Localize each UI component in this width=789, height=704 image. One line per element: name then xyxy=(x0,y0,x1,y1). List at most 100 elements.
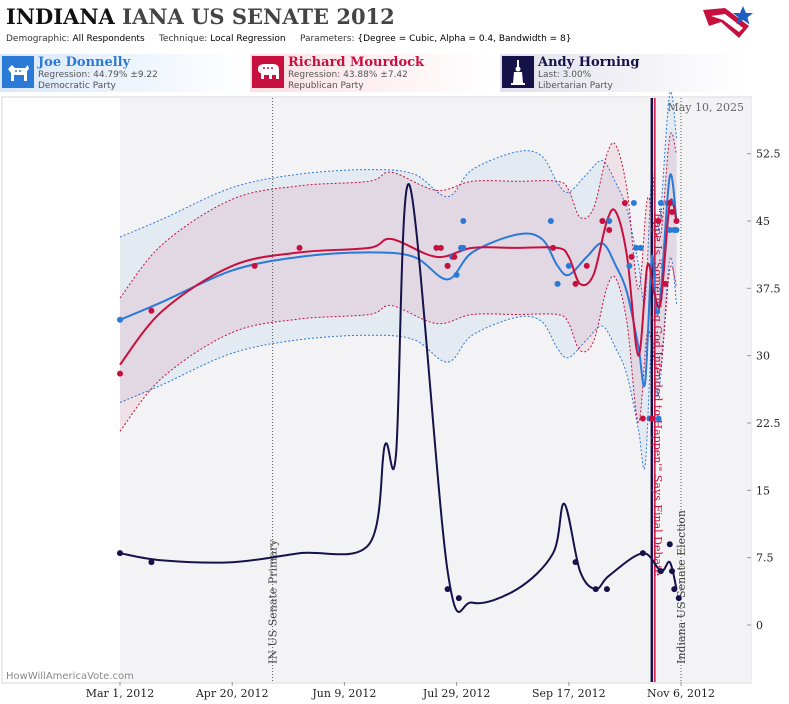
technique-value: Local Regression xyxy=(210,34,286,44)
candidate-legend: Joe Donnelly Regression: 44.79% ±9.22 De… xyxy=(0,54,789,94)
poll-point xyxy=(666,541,673,548)
confidence-bound-upper xyxy=(119,132,677,299)
event-label: Indiana US Senate Election xyxy=(675,510,688,664)
poll-point xyxy=(592,586,599,593)
poll-point xyxy=(603,586,610,593)
x-tick-label: Nov 6, 2012 xyxy=(647,687,715,700)
poll-point xyxy=(455,595,462,602)
poll-point xyxy=(437,244,444,251)
y-tick-label: 52.5 xyxy=(756,148,781,161)
poll-point xyxy=(606,218,613,224)
event-label: IN US Senate Primary xyxy=(267,539,280,664)
poll-point xyxy=(444,262,451,269)
candidate-card-donnelly: Joe Donnelly Regression: 44.79% ±9.22 De… xyxy=(0,54,246,92)
poll-point xyxy=(599,218,606,224)
parameters-value: {Degree = Cubic, Alpha = 0.4, Bandwidth … xyxy=(357,34,572,44)
poll-point xyxy=(626,262,633,269)
poll-point xyxy=(666,200,673,207)
confidence-bound-upper xyxy=(119,90,677,304)
poll-point xyxy=(444,586,451,593)
x-tick-label: Apr 20, 2012 xyxy=(195,687,269,700)
poll-point xyxy=(251,262,258,269)
candidate-card-mourdock: Richard Mourdock Regression: 43.88% ±7.4… xyxy=(250,54,496,92)
chart-title: INDIANA IANA US SENATE 2012 xyxy=(6,4,395,29)
poll-point xyxy=(648,415,655,422)
poll-point xyxy=(117,370,123,377)
poll-point xyxy=(583,262,590,269)
poll-point xyxy=(565,262,572,269)
y-tick-label: 37.5 xyxy=(756,282,781,295)
poll-point xyxy=(554,280,561,287)
confidence-bands xyxy=(119,90,677,470)
poll-point xyxy=(550,244,557,251)
y-tick-label: 22.5 xyxy=(756,417,781,430)
x-tick-label: Sep 17, 2012 xyxy=(532,687,606,700)
poll-point xyxy=(655,415,662,422)
poll-point xyxy=(657,200,664,207)
poll-point xyxy=(633,244,640,251)
poll-point xyxy=(296,244,303,251)
y-tick-label: 30 xyxy=(756,350,770,363)
trend-lines xyxy=(119,173,678,613)
poll-point xyxy=(621,200,628,207)
demographic-value: All Respondents xyxy=(72,34,145,44)
poll-point xyxy=(453,271,460,278)
parameters-label: Parameters: xyxy=(299,34,355,44)
candidate-card-horning: Andy Horning Last: 3.00% Libertarian Par… xyxy=(500,54,746,92)
x-tick-label: Jul 29, 2012 xyxy=(422,687,491,700)
x-axis: Mar 1, 2012 Apr 20, 2012 Jun 9, 2012 Jul 29… xyxy=(86,682,715,700)
title-year: 2012 xyxy=(336,4,395,29)
candidate-name: Richard Mourdock xyxy=(288,55,425,70)
poll-point xyxy=(547,218,554,224)
poll-point xyxy=(460,218,467,224)
donkey-icon xyxy=(2,56,34,88)
y-axis: 52.5 45 37.5 30 22.5 15 7.5 0 xyxy=(747,148,781,632)
poll-point xyxy=(606,226,613,233)
poll-point xyxy=(639,550,646,557)
date-stamp: May 10, 2025 xyxy=(667,101,744,114)
poll-point xyxy=(669,568,676,575)
poll-points xyxy=(117,200,682,602)
technique-label: Technique: xyxy=(158,34,208,44)
poll-point xyxy=(451,253,458,260)
poll-point xyxy=(460,244,467,251)
candidate-name: Joe Donnelly xyxy=(38,55,131,70)
y-tick-label: 45 xyxy=(756,215,770,228)
confidence-bound-lower xyxy=(119,256,677,470)
confidence-band xyxy=(120,91,677,469)
y-tick-label: 0 xyxy=(756,619,763,632)
confidence-band xyxy=(120,132,677,432)
trend-line xyxy=(119,198,678,366)
poll-point xyxy=(669,209,676,216)
poll-point xyxy=(433,244,440,251)
poll-point xyxy=(148,559,155,566)
site-logo-icon xyxy=(703,6,753,38)
demographic-label: Demographic: xyxy=(6,34,70,44)
poll-point xyxy=(675,595,682,602)
campaign-shaded-region xyxy=(120,98,751,682)
poll-point xyxy=(673,226,680,233)
title-state: INDIANA xyxy=(6,4,115,29)
chart-parameters: Demographic: All Respondents Technique: … xyxy=(6,34,572,44)
poll-point xyxy=(671,586,678,593)
x-tick-label: Jun 9, 2012 xyxy=(311,687,376,700)
candidate-party: Republican Party xyxy=(288,81,364,91)
poll-point xyxy=(630,200,637,207)
candidate-stat: Last: 3.00% xyxy=(538,70,592,80)
poll-point xyxy=(572,559,579,566)
poll-point xyxy=(117,316,123,323)
poll-point xyxy=(148,307,155,314)
trend-line xyxy=(119,183,678,613)
candidate-stat: Regression: 43.88% ±7.42 xyxy=(288,70,408,80)
poll-point xyxy=(657,568,664,575)
liberty-icon xyxy=(502,56,534,88)
candidate-name: Andy Horning xyxy=(538,55,640,70)
candidate-party: Libertarian Party xyxy=(538,81,613,91)
candidate-party: Democratic Party xyxy=(38,81,116,91)
poll-point xyxy=(639,415,646,422)
poll-point xyxy=(637,244,644,251)
y-tick-label: 15 xyxy=(756,484,770,497)
poll-point xyxy=(117,550,123,557)
poll-point xyxy=(673,218,680,224)
